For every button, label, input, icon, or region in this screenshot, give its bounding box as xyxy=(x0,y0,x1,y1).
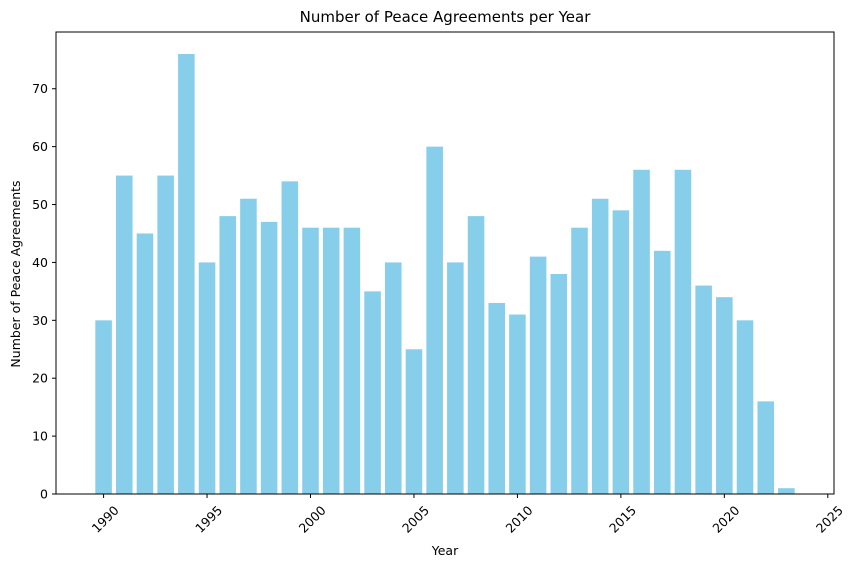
bar-2019 xyxy=(695,285,712,494)
bar-2010 xyxy=(509,314,526,494)
bar-2001 xyxy=(322,227,340,494)
bar-1995 xyxy=(198,262,216,494)
x-axis-ticks: 1990 1995 2000 2005 2010 2015 2020 2025 xyxy=(89,494,846,536)
bars-group xyxy=(95,54,795,495)
x-tick-label: 2015 xyxy=(606,503,639,536)
bar-2000 xyxy=(302,227,319,494)
bar-2007 xyxy=(447,262,464,494)
y-tick-label: 70 xyxy=(32,81,48,96)
bar-2020 xyxy=(716,297,733,494)
bar-1999 xyxy=(281,181,299,495)
bar-1992 xyxy=(136,233,154,494)
x-tick-label: 2020 xyxy=(709,503,742,536)
bar-2013 xyxy=(571,227,588,494)
bar-2008 xyxy=(467,216,485,494)
x-tick-label: 1995 xyxy=(192,503,225,536)
y-tick-label: 30 xyxy=(32,313,48,328)
y-tick-label: 20 xyxy=(32,371,48,386)
bar-2009 xyxy=(488,302,506,494)
x-axis-label: Year xyxy=(431,543,459,558)
bar-2005 xyxy=(405,349,423,494)
bar-2012 xyxy=(550,274,568,494)
plot-frame xyxy=(55,31,835,495)
bar-2004 xyxy=(384,262,402,494)
bar-2006 xyxy=(426,146,443,494)
x-tick-label: 2005 xyxy=(399,503,432,536)
y-tick-label: 50 xyxy=(32,197,48,212)
bar-2002 xyxy=(343,227,361,494)
x-tick-label: 2000 xyxy=(296,503,329,536)
bar-1998 xyxy=(260,221,278,495)
bar-1990 xyxy=(95,320,112,494)
bar-2021 xyxy=(736,320,754,494)
bar-2017 xyxy=(653,250,671,494)
bar-1996 xyxy=(219,216,237,494)
bar-2016 xyxy=(633,169,650,494)
y-axis-label: Number of Peace Agreements xyxy=(8,180,23,367)
x-tick-label: 2025 xyxy=(813,503,846,536)
bar-2022 xyxy=(757,401,774,494)
chart-title: Number of Peace Agreements per Year xyxy=(300,8,592,26)
bar-1994 xyxy=(178,54,195,494)
x-tick-label: 2010 xyxy=(503,503,536,536)
bar-2003 xyxy=(364,291,381,494)
y-axis-ticks: 0 10 20 30 40 50 60 70 xyxy=(32,81,56,502)
y-tick-label: 60 xyxy=(32,139,48,154)
bar-1993 xyxy=(157,175,174,494)
y-tick-label: 10 xyxy=(32,429,48,444)
y-tick-label: 0 xyxy=(40,487,48,502)
bar-1997 xyxy=(240,198,257,494)
bar-2015 xyxy=(612,210,630,494)
bar-1991 xyxy=(116,175,133,494)
y-tick-label: 40 xyxy=(32,255,48,270)
x-tick-label: 1990 xyxy=(89,503,122,536)
bar-2011 xyxy=(529,256,547,494)
bar-2023 xyxy=(778,488,795,494)
bar-2014 xyxy=(591,198,609,494)
bar-2018 xyxy=(674,169,692,494)
